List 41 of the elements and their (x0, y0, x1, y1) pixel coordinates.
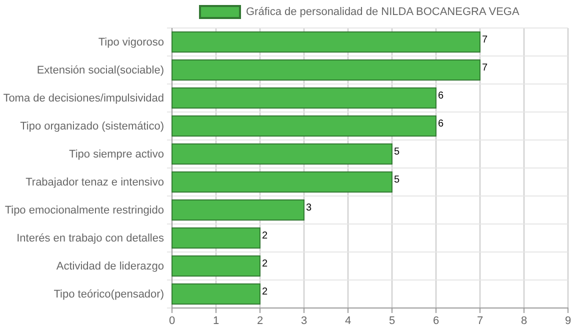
data-label: 2 (262, 286, 268, 298)
legend-label: Gráfica de personalidad de NILDA BOCANEGRA VEGA (246, 6, 520, 18)
bar (172, 59, 480, 81)
x-tick-label: 0 (168, 314, 176, 327)
y-tick-label: Tipo teórico(pensador) (54, 288, 164, 301)
y-tick-label: Tipo organizado (sistemático) (20, 120, 164, 133)
data-label: 7 (482, 62, 488, 74)
x-tick-label: 7 (476, 314, 484, 327)
bar (172, 255, 260, 277)
x-tick-label: 4 (344, 314, 352, 327)
y-tick-label: Tipo vigoroso (98, 36, 164, 49)
y-tick-label: Tipo emocionalmente restringido (4, 204, 164, 217)
y-tick-label: Actividad de liderazgo (56, 260, 164, 273)
bar (172, 31, 480, 53)
y-tick-label: Toma de decisiones/impulsividad (3, 92, 164, 105)
x-tick-label: 1 (212, 314, 220, 327)
bar (172, 115, 436, 137)
bar (172, 171, 392, 193)
data-label: 5 (394, 146, 400, 158)
data-label: 3 (306, 202, 312, 214)
data-label: 6 (438, 118, 444, 130)
bar (172, 199, 304, 221)
bar (172, 143, 392, 165)
y-tick-label: Interés en trabajo con detalles (16, 232, 164, 245)
x-tick-label: 8 (520, 314, 528, 327)
data-label: 2 (262, 258, 268, 270)
x-tick-label: 6 (432, 314, 440, 327)
bar (172, 227, 260, 249)
x-tick-label: 5 (388, 314, 396, 327)
x-tick-label: 9 (564, 314, 572, 327)
data-label: 7 (482, 34, 488, 46)
bar (172, 87, 436, 109)
data-label: 2 (262, 230, 268, 242)
x-tick-label: 2 (256, 314, 264, 327)
bar (172, 283, 260, 305)
y-tick-label: Tipo siempre activo (69, 148, 164, 161)
data-label: 5 (394, 174, 400, 186)
data-label: 6 (438, 90, 444, 102)
y-tick-label: Extensión social(sociable) (36, 64, 164, 77)
x-tick-label: 3 (300, 314, 308, 327)
y-tick-label: Trabajador tenaz e intensivo (26, 176, 164, 189)
